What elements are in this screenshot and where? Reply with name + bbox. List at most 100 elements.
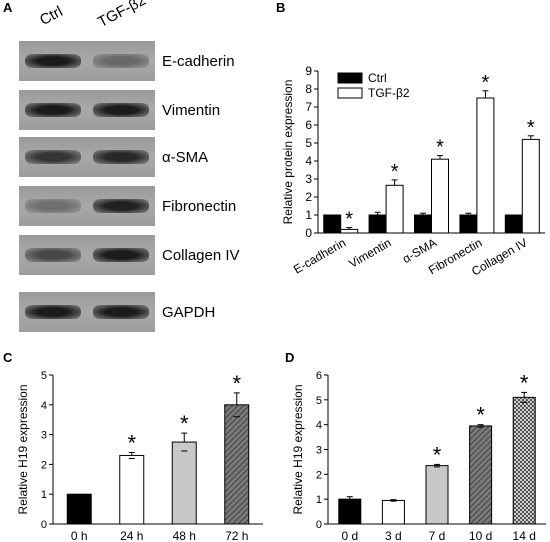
protein-label: Vimentin xyxy=(162,102,221,119)
band-tgf xyxy=(93,103,149,117)
bar xyxy=(323,214,342,234)
y-tick-label: 2 xyxy=(305,190,312,204)
bar xyxy=(66,493,92,525)
lane-label-tgf: TGF-β2 xyxy=(95,0,149,31)
y-tick-label: 4 xyxy=(305,154,312,168)
y-tick-label: 0 xyxy=(316,519,322,531)
band-ctrl xyxy=(25,199,81,213)
protein-label: α-SMA xyxy=(162,149,209,166)
significance-star: * xyxy=(345,209,353,231)
band-tgf xyxy=(93,248,149,262)
band-ctrl xyxy=(25,103,81,117)
panel-a-letter: A xyxy=(3,0,13,15)
blot-strip xyxy=(19,137,155,177)
y-tick-label: 7 xyxy=(305,100,312,114)
bar xyxy=(385,184,404,234)
x-tick-label: 72 h xyxy=(225,529,248,542)
panel-c-letter: C xyxy=(3,350,13,365)
h19-time-hours-chart: 0 1 2 3 4 5 Relative H19 expression 0 h * 24 h * 48… xyxy=(16,370,263,542)
y-tick-label: 1 xyxy=(41,489,47,501)
band-ctrl xyxy=(25,54,81,68)
y-axis-label: Relative H19 expression xyxy=(291,384,305,514)
significance-star: * xyxy=(391,161,399,183)
bar xyxy=(504,214,523,234)
x-tick-label: 7 d xyxy=(429,529,446,542)
x-tick-label: 48 h xyxy=(173,529,196,542)
x-tick-label: 0 d xyxy=(341,529,358,542)
band-ctrl xyxy=(25,305,81,319)
bar xyxy=(381,499,405,525)
y-tick-label: 3 xyxy=(305,172,312,186)
blot-strip xyxy=(19,186,155,226)
blot-strip xyxy=(19,41,155,81)
lane-label-ctrl: Ctrl xyxy=(37,3,66,29)
blot-strip xyxy=(19,235,155,275)
significance-star: * xyxy=(476,403,485,428)
significance-star: * xyxy=(520,370,529,395)
x-tick-label: E-cadherin xyxy=(291,235,348,276)
y-tick-label: 6 xyxy=(305,118,312,132)
blot-strip xyxy=(19,292,155,332)
y-tick-label: 8 xyxy=(305,82,312,96)
bar xyxy=(425,465,449,525)
legend-label: TGF-β2 xyxy=(368,86,410,100)
protein-label: E-cadherin xyxy=(162,53,235,70)
bar xyxy=(459,214,478,234)
band-ctrl xyxy=(25,150,81,164)
bar xyxy=(224,404,250,525)
y-axis-label: Relative protein expression xyxy=(281,80,295,225)
y-tick-label: 4 xyxy=(41,400,47,412)
legend-swatch xyxy=(337,87,363,99)
y-tick-label: 0 xyxy=(305,226,312,240)
y-axis-label: Relative H19 expression xyxy=(16,384,30,514)
bar xyxy=(469,425,493,525)
y-tick-label: 5 xyxy=(305,136,312,150)
protein-label: GAPDH xyxy=(162,304,216,321)
bar xyxy=(521,138,540,234)
significance-star: * xyxy=(433,442,442,467)
y-tick-label: 5 xyxy=(41,370,47,382)
y-tick-label: 2 xyxy=(41,459,47,471)
x-tick-label: 24 h xyxy=(120,529,143,542)
band-tgf xyxy=(93,54,149,68)
y-tick-label: 0 xyxy=(41,519,47,531)
y-tick-label: 3 xyxy=(316,445,322,457)
significance-star: * xyxy=(127,430,136,455)
bar xyxy=(414,214,432,234)
bar xyxy=(119,454,145,525)
significance-star: * xyxy=(482,72,490,94)
legend-label: Ctrl xyxy=(368,71,387,85)
band-tgf xyxy=(93,305,149,319)
x-tick-label: 3 d xyxy=(385,529,402,542)
protein-expression-chart: 0 1 2 3 4 5 6 7 8 9 Relative protein expression * E-… xyxy=(281,64,545,279)
band-tgf xyxy=(93,150,149,164)
bar xyxy=(431,158,449,234)
bar xyxy=(338,498,362,525)
bar xyxy=(512,396,536,525)
bar xyxy=(368,214,387,234)
significance-star: * xyxy=(436,137,444,159)
h19-time-days-chart: 0 1 2 3 4 5 6 Relative H19 expression 0 d 3 d * 7 d… xyxy=(291,370,546,542)
band-ctrl xyxy=(25,248,81,262)
significance-star: * xyxy=(527,117,535,139)
y-tick-label: 3 xyxy=(41,430,47,442)
bar xyxy=(476,97,495,234)
y-tick-label: 6 xyxy=(316,370,322,382)
panel-d-letter: D xyxy=(285,350,295,365)
bar xyxy=(171,441,197,525)
significance-star: * xyxy=(180,411,189,436)
y-tick-label: 1 xyxy=(305,208,312,222)
y-tick-label: 1 xyxy=(316,494,322,506)
x-tick-label: 14 d xyxy=(513,529,536,542)
band-tgf xyxy=(93,199,149,213)
x-tick-label: 0 h xyxy=(71,529,88,542)
legend-swatch xyxy=(337,72,363,84)
y-tick-label: 2 xyxy=(316,469,322,481)
blot-strip xyxy=(19,90,155,130)
y-tick-label: 5 xyxy=(316,395,322,407)
panel-b-letter: B xyxy=(276,0,286,15)
x-tick-label: Vimentin xyxy=(346,235,393,270)
y-tick-label: 4 xyxy=(316,420,322,432)
significance-star: * xyxy=(232,371,241,396)
protein-label: Fibronectin xyxy=(162,198,237,215)
